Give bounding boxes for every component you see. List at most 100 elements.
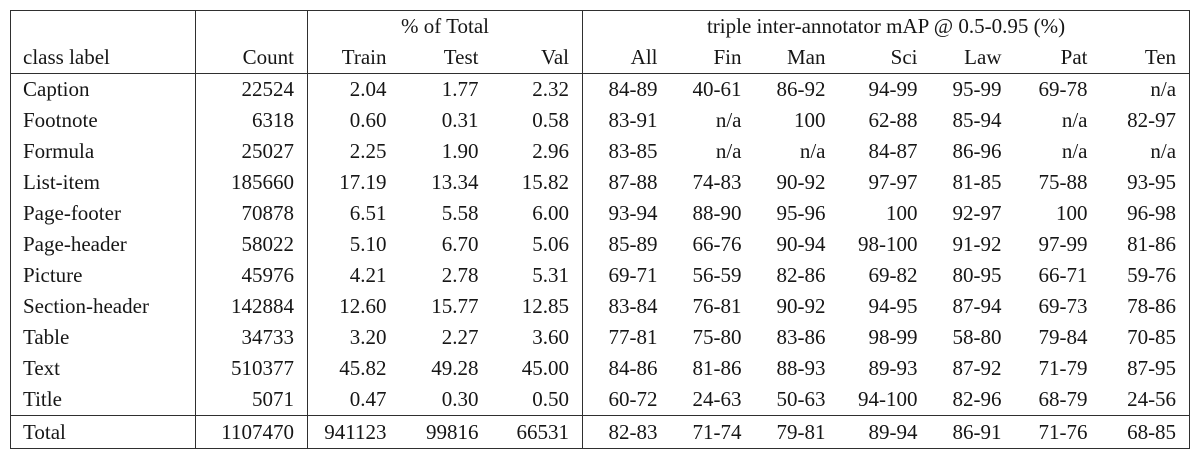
- row-table: Table 34733 3.20 2.27 3.60 77-81 75-80 83-86 98-…: [10, 322, 1190, 353]
- value-cell: 89-94: [838, 415, 931, 449]
- col-header-law: Law: [930, 42, 1015, 74]
- value-cell: 2.32: [491, 73, 583, 105]
- value-cell: 5071: [195, 384, 308, 416]
- row-text: Text 510377 45.82 49.28 45.00 84-86 81-86 88-93…: [10, 353, 1190, 384]
- value-cell: 69-71: [608, 263, 658, 287]
- value-cell: 79-81: [754, 415, 839, 449]
- value-cell: 100: [794, 108, 826, 132]
- value-cell: 98-99: [868, 325, 918, 349]
- value-cell: 66531: [491, 415, 583, 449]
- value-cell: 24-56: [1127, 387, 1177, 411]
- col-header-pat: Pat: [1014, 42, 1101, 74]
- value-cell: 4.21: [349, 263, 387, 287]
- value-cell: 94-95: [868, 294, 918, 318]
- col-header-val: Val: [491, 42, 583, 74]
- value-cell: 50-63: [776, 387, 826, 411]
- header-group-row: % of Total triple inter-annotator mAP @ …: [10, 10, 1190, 42]
- value-cell: 98-100: [858, 232, 918, 256]
- value-cell: 12.60: [339, 294, 387, 318]
- value-cell: 60-72: [608, 387, 658, 411]
- row-footnote: Footnote 6318 0.60 0.31 0.58 83-91 n/a 100 62-88…: [10, 105, 1190, 136]
- table-header: % of Total triple inter-annotator mAP @ …: [10, 10, 1190, 74]
- value-cell: n/a: [1061, 139, 1088, 163]
- value-cell: 76-81: [692, 294, 742, 318]
- row-total: Total 1107470 941123 99816 66531 82-83 71-74 79…: [10, 415, 1190, 449]
- value-cell: 142884: [195, 291, 308, 322]
- value-cell: 59-76: [1127, 263, 1177, 287]
- value-cell: 83-84: [608, 294, 658, 318]
- value-cell: 70-85: [1127, 325, 1177, 349]
- value-cell: 2.96: [491, 136, 583, 167]
- value-cell: 86-91: [930, 415, 1015, 449]
- value-cell: 62-88: [868, 108, 918, 132]
- value-cell: 84-86: [608, 356, 658, 380]
- row-section-header: Section-header 142884 12.60 15.77 12.85 83-84…: [10, 291, 1190, 322]
- value-cell: 34733: [195, 322, 308, 353]
- value-cell: 17.19: [339, 170, 387, 194]
- empty-header-cell: [195, 10, 308, 42]
- row-page-footer: Page-footer 70878 6.51 5.58 6.00 93-94 88-90 95…: [10, 198, 1190, 229]
- value-cell: 87-92: [952, 356, 1002, 380]
- value-cell: 1.90: [441, 139, 479, 163]
- value-cell: 77-81: [608, 325, 658, 349]
- value-cell: 6.51: [349, 201, 387, 225]
- value-cell: 85-89: [608, 232, 658, 256]
- row-label-cell: Text: [10, 353, 196, 384]
- value-cell: 56-59: [692, 263, 742, 287]
- value-cell: 87-88: [608, 170, 658, 194]
- value-cell: 5.06: [491, 229, 583, 260]
- value-cell: 15.77: [431, 294, 479, 318]
- value-cell: n/a: [799, 139, 826, 163]
- value-cell: 84-87: [868, 139, 918, 163]
- value-cell: 68-85: [1100, 415, 1190, 449]
- value-cell: 81-86: [692, 356, 742, 380]
- row-label-cell: Section-header: [10, 291, 196, 322]
- col-header-ten: Ten: [1100, 42, 1190, 74]
- value-cell: 0.47: [349, 387, 387, 411]
- value-cell: 58-80: [952, 325, 1002, 349]
- col-header-man: Man: [754, 42, 839, 74]
- row-label-cell: List-item: [10, 167, 196, 198]
- value-cell: 510377: [195, 353, 308, 384]
- value-cell: 92-97: [952, 201, 1002, 225]
- value-cell: 0.31: [441, 108, 479, 132]
- value-cell: 6318: [195, 105, 308, 136]
- value-cell: 94-100: [858, 387, 918, 411]
- row-label-cell: Picture: [10, 260, 196, 291]
- row-label-cell: Title: [10, 384, 196, 416]
- value-cell: 0.58: [491, 105, 583, 136]
- value-cell: 5.58: [441, 201, 479, 225]
- value-cell: 0.50: [491, 384, 583, 416]
- value-cell: n/a: [715, 108, 742, 132]
- value-cell: 22524: [195, 73, 308, 105]
- value-cell: 0.60: [349, 108, 387, 132]
- value-cell: 71-76: [1014, 415, 1101, 449]
- value-cell: 93-94: [608, 201, 658, 225]
- value-cell: 69-73: [1038, 294, 1088, 318]
- value-cell: 84-89: [608, 77, 658, 101]
- value-cell: 24-63: [692, 387, 742, 411]
- value-cell: 71-74: [670, 415, 755, 449]
- value-cell: 87-94: [952, 294, 1002, 318]
- value-cell: 66-71: [1038, 263, 1088, 287]
- value-cell: 94-99: [868, 77, 918, 101]
- class-distribution-table: % of Total triple inter-annotator mAP @ …: [10, 10, 1191, 449]
- col-header-sci: Sci: [838, 42, 931, 74]
- value-cell: 2.25: [349, 139, 387, 163]
- row-label-cell: Page-header: [10, 229, 196, 260]
- value-cell: 45976: [195, 260, 308, 291]
- row-page-header: Page-header 58022 5.10 6.70 5.06 85-89 66-76 90…: [10, 229, 1190, 260]
- row-label-cell: Formula: [10, 136, 196, 167]
- value-cell: 88-90: [692, 201, 742, 225]
- col-header-train: Train: [307, 42, 400, 74]
- row-label-cell: Footnote: [10, 105, 196, 136]
- value-cell: 13.34: [431, 170, 479, 194]
- col-header-class-label: class label: [10, 42, 196, 74]
- value-cell: 66-76: [692, 232, 742, 256]
- pct-of-total-group-header: % of Total: [307, 10, 583, 42]
- value-cell: 85-94: [952, 108, 1002, 132]
- row-title: Title 5071 0.47 0.30 0.50 60-72 24-63 50-63 94-1…: [10, 384, 1190, 416]
- value-cell: 100: [886, 201, 918, 225]
- value-cell: 69-78: [1038, 77, 1088, 101]
- value-cell: 86-92: [776, 77, 826, 101]
